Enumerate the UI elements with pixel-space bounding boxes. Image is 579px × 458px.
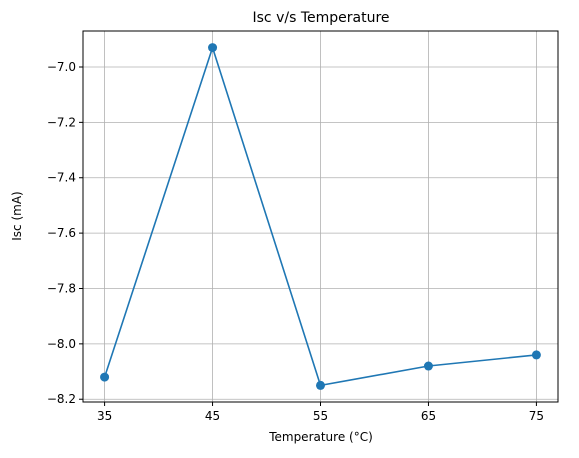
y-tick-label: −8.2 <box>47 392 76 406</box>
y-tick-label: −7.6 <box>47 226 76 240</box>
data-series <box>100 43 541 390</box>
data-point <box>531 350 541 360</box>
y-tick-label: −7.0 <box>47 60 76 74</box>
x-axis-label: Temperature (°C) <box>268 430 373 444</box>
data-point <box>423 361 433 371</box>
x-tick-label: 55 <box>313 409 328 423</box>
chart-title: Isc v/s Temperature <box>253 10 390 26</box>
y-axis-label: Isc (mA) <box>10 191 24 240</box>
y-tick-label: −8.0 <box>47 337 76 351</box>
x-tick-label: 35 <box>97 409 112 423</box>
y-tick-label: −7.4 <box>47 171 76 185</box>
plot-frame <box>82 30 559 403</box>
data-point <box>100 372 110 382</box>
x-tick-label: 45 <box>205 409 220 423</box>
data-point <box>316 380 325 390</box>
grid-lines <box>83 31 558 402</box>
axis-ticks: 35 45 55 65 75 −7.0 −7.2 −7.4 −7.6 −7.8 −8.0 −8.2 <box>47 60 544 423</box>
y-tick-label: −7.8 <box>47 281 76 295</box>
y-tick-label: −7.2 <box>47 115 76 129</box>
x-tick-label: 65 <box>421 409 436 423</box>
data-point <box>208 43 218 53</box>
x-tick-label: 75 <box>529 409 544 423</box>
